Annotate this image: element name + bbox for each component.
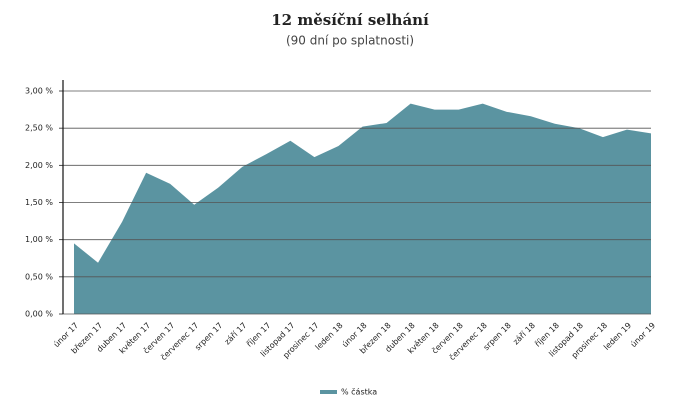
y-tick-label: 0,50 %	[25, 272, 53, 281]
y-tick-label: 1,50 %	[25, 198, 53, 207]
y-tick-label: 0,00 %	[25, 310, 53, 319]
legend-label: % částka	[341, 387, 377, 397]
y-tick-label: 2,50 %	[25, 124, 53, 133]
area	[74, 103, 651, 315]
chart-subtitle: (90 dní po splatnosti)	[286, 34, 414, 48]
y-tick-label: 1,00 %	[25, 235, 53, 244]
y-tick-label: 3,00 %	[25, 87, 53, 96]
x-tick-label: únor 19	[629, 321, 657, 349]
y-tick-label: 2,00 %	[25, 161, 53, 170]
chart-title: 12 měsíční selhání	[271, 11, 429, 29]
